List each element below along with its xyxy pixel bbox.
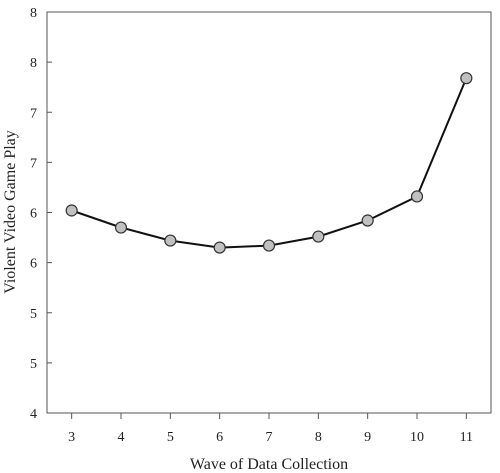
x-tick-label: 10 bbox=[410, 430, 424, 445]
y-tick-label: 8 bbox=[30, 6, 37, 21]
x-tick-label: 8 bbox=[315, 430, 322, 445]
y-tick-label: 6 bbox=[30, 257, 37, 272]
data-point bbox=[213, 241, 226, 254]
data-point bbox=[410, 190, 424, 203]
series-line bbox=[71, 77, 468, 249]
x-tick-label: 7 bbox=[266, 430, 273, 445]
x-tick-label: 11 bbox=[460, 430, 473, 445]
y-tick-label: 7 bbox=[30, 106, 37, 121]
data-point bbox=[262, 239, 276, 252]
x-tick-label: 5 bbox=[167, 430, 174, 445]
y-tick-label: 7 bbox=[30, 156, 37, 171]
x-tick-label: 3 bbox=[68, 430, 75, 445]
y-tick-label: 4 bbox=[30, 407, 37, 422]
y-tick-label: 8 bbox=[30, 56, 37, 71]
x-axis-title: Wave of Data Collection bbox=[190, 456, 348, 473]
x-tick-label: 6 bbox=[216, 430, 223, 445]
series-markers bbox=[65, 72, 473, 254]
y-axis: 4 5 5 6 6 7 7 8 8 bbox=[30, 6, 52, 422]
x-axis: 3 4 5 6 7 8 9 10 11 bbox=[68, 413, 473, 445]
data-point bbox=[460, 72, 473, 85]
y-axis-title: Violent Video Game Play bbox=[2, 130, 19, 294]
y-tick-label: 5 bbox=[30, 357, 37, 372]
data-point bbox=[65, 204, 78, 217]
data-point bbox=[114, 221, 128, 234]
y-tick-label: 6 bbox=[30, 207, 37, 222]
y-tick-label: 5 bbox=[30, 307, 37, 322]
x-tick-label: 9 bbox=[364, 430, 371, 445]
data-point bbox=[164, 234, 177, 247]
plot-frame bbox=[46, 11, 492, 414]
data-point bbox=[312, 230, 325, 243]
data-point bbox=[361, 214, 374, 227]
x-tick-label: 4 bbox=[118, 430, 125, 445]
